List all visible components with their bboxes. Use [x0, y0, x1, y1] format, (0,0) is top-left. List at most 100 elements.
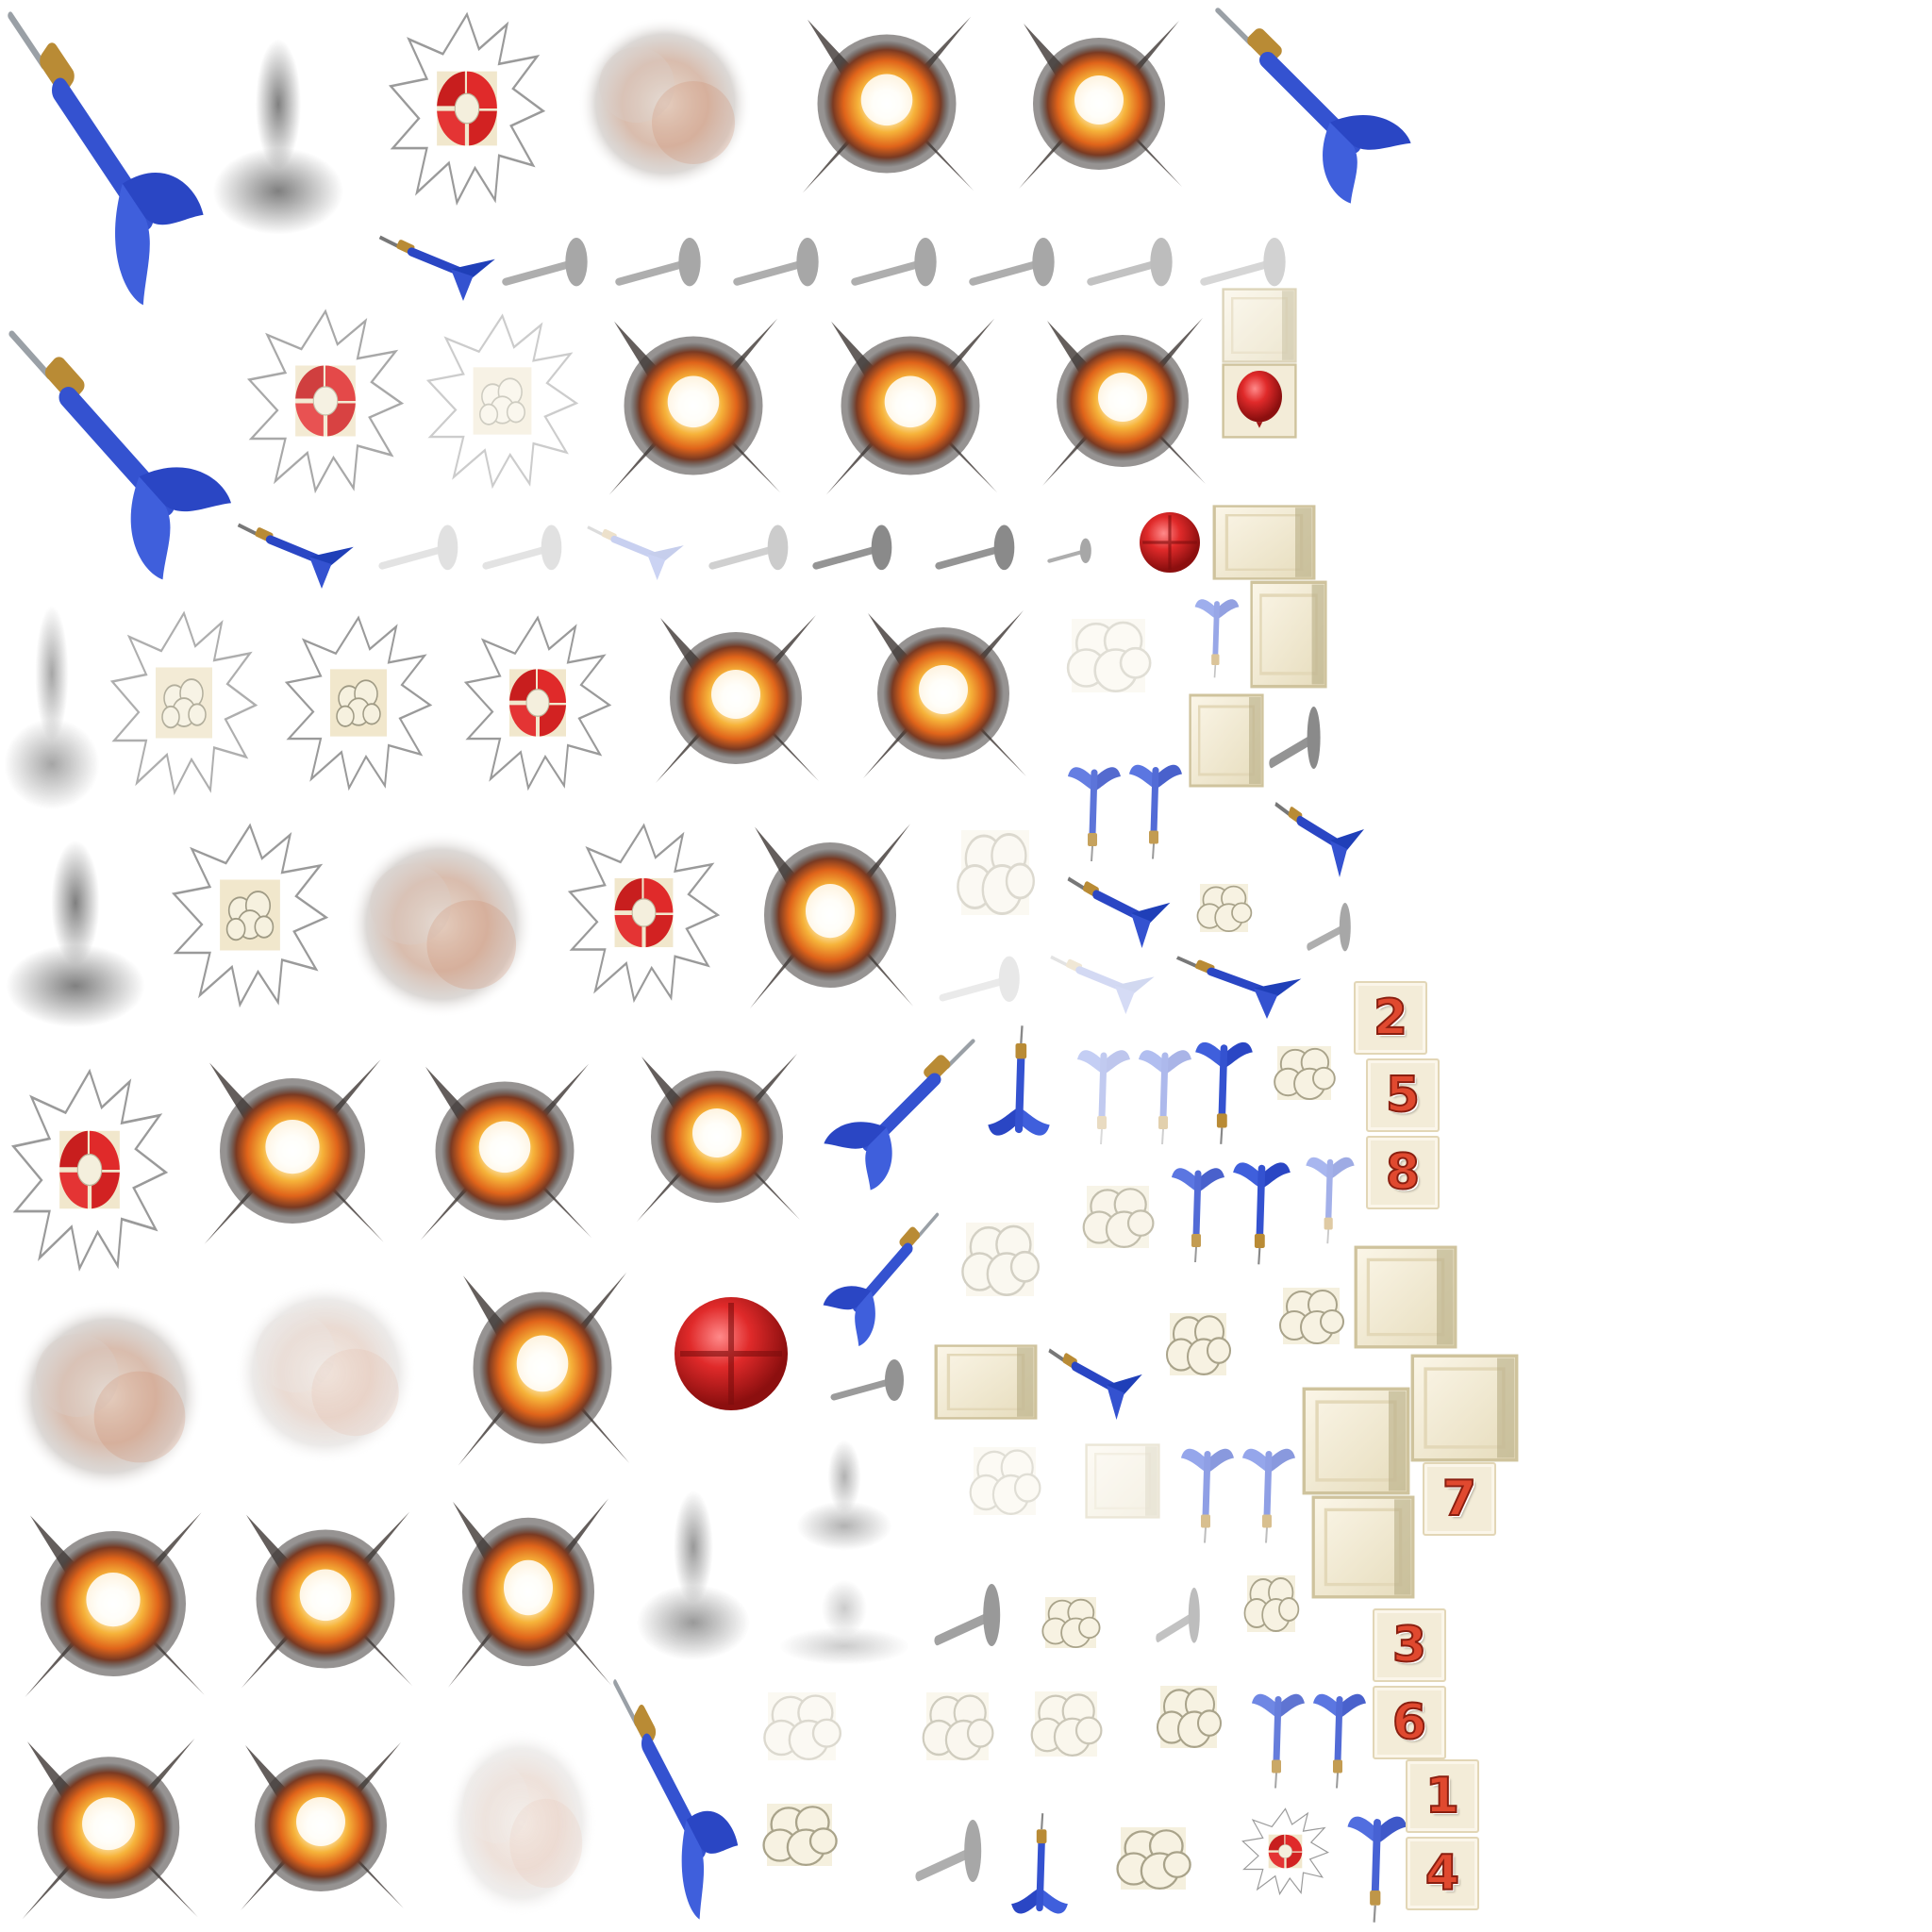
number-tile-1: 1	[1406, 1759, 1479, 1833]
dart-ghost-shadow	[792, 1434, 896, 1557]
blank-tile-icon	[1085, 1443, 1160, 1519]
dart-shadow-icon	[500, 231, 613, 297]
burst-balloon-icon	[387, 9, 547, 208]
dart-faded-icon	[585, 519, 689, 580]
popcorn-icon	[1141, 1665, 1236, 1769]
blank-tile-icon	[1354, 1245, 1457, 1349]
smoke-cloud-icon	[340, 821, 542, 1028]
number-label: 3	[1391, 1616, 1427, 1674]
dart-shadow-icon	[1156, 1580, 1212, 1656]
number-tile-5: 5	[1366, 1058, 1440, 1132]
number-label: 4	[1424, 1844, 1460, 1903]
explosion-icon	[623, 1038, 811, 1236]
dart-large-icon	[0, 0, 208, 311]
blank-tile-icon	[1212, 505, 1316, 580]
blank-tile-icon	[1250, 580, 1327, 689]
burst-balloon-icon	[9, 1066, 170, 1274]
balloon-pop-icon	[1132, 505, 1208, 580]
dart-vertical-icon	[1231, 1141, 1292, 1269]
popcorn-icon	[1264, 1269, 1358, 1363]
dart-vertical-icon	[1193, 1019, 1255, 1151]
dart-vertical-icon	[981, 1024, 1057, 1156]
popcorn-icon	[1099, 1807, 1208, 1910]
popcorn-faded-icon	[906, 1670, 1009, 1783]
number-label: 6	[1391, 1693, 1427, 1752]
dart-vertical-icon	[1344, 1797, 1410, 1924]
number-tile-4: 4	[1406, 1837, 1479, 1910]
number-tile-8: 8	[1366, 1136, 1440, 1209]
dart-ghost-shadow	[0, 594, 104, 821]
dart-ghost-shadow	[632, 1481, 755, 1670]
dart-vertical-icon	[1002, 1811, 1077, 1932]
dart-vertical-icon	[1075, 1028, 1132, 1151]
balloon-tile-icon	[1222, 363, 1297, 439]
dart-shadow-icon	[811, 519, 915, 580]
number-label: 8	[1385, 1143, 1421, 1202]
burst-popcorn-icon	[425, 311, 580, 491]
balloon-pop-icon	[660, 1283, 802, 1424]
explosion-balloon-icon	[226, 1726, 415, 1924]
dart-small-icon	[1066, 868, 1174, 948]
dart-vertical-icon	[1311, 1674, 1368, 1792]
popcorn-faded-icon	[943, 1198, 1057, 1321]
dart-shadow-icon	[1184, 585, 1250, 679]
dart-large-icon	[0, 321, 236, 585]
number-label: 5	[1385, 1066, 1421, 1124]
dart-shadow-icon	[1085, 231, 1198, 297]
burst-balloon-icon	[245, 307, 406, 495]
burst-popcorn-icon	[170, 821, 330, 1009]
number-label: 7	[1441, 1470, 1477, 1528]
smoke-cloud-icon	[226, 1274, 425, 1472]
popcorn-icon	[1151, 1292, 1245, 1396]
blank-tile-icon	[934, 1344, 1038, 1420]
dart-shadow-icon	[915, 1811, 1000, 1896]
explosion-balloon-icon	[849, 594, 1038, 792]
popcorn-icon	[1231, 1557, 1311, 1651]
explosion-icon	[594, 307, 792, 505]
number-tile-3: 3	[1373, 1608, 1446, 1682]
explosion-icon	[189, 1047, 396, 1255]
dart-small-icon	[377, 226, 500, 302]
dart-shadow-icon	[939, 948, 1042, 1014]
dart-faded-icon	[1047, 948, 1160, 1014]
popcorn-icon	[1259, 1028, 1349, 1118]
explosion-icon	[736, 811, 924, 1019]
dart-small-icon	[1174, 948, 1307, 1019]
popcorn-faded-icon	[745, 1670, 858, 1783]
dart-vertical-icon	[1137, 1028, 1193, 1151]
dart-vertical-icon	[1241, 1429, 1297, 1547]
burst-balloon-icon	[462, 613, 613, 792]
dart-shadow-icon	[481, 519, 585, 580]
popcorn-faded-icon	[1014, 1670, 1118, 1778]
explosion-balloon-icon	[434, 1486, 623, 1698]
dart-large-icon	[608, 1670, 741, 1924]
dart-small-icon	[1274, 792, 1368, 877]
dart-shadow-icon	[708, 519, 811, 580]
dart-shadow-icon	[934, 1575, 1019, 1660]
explosion-balloon-icon	[443, 1259, 641, 1476]
dart-shadow-icon	[613, 231, 726, 297]
explosion-icon	[226, 1500, 425, 1698]
dart-vertical-icon	[1179, 1429, 1236, 1547]
dart-ghost-shadow	[208, 28, 349, 245]
dart-shadow-icon	[934, 519, 1038, 580]
number-label: 2	[1373, 989, 1408, 1047]
dart-small-icon	[1047, 1340, 1146, 1420]
dart-vertical-icon	[1250, 1674, 1307, 1792]
blank-tile-icon	[1311, 1495, 1415, 1599]
explosion-icon	[788, 5, 986, 203]
dart-vertical-icon	[1127, 741, 1184, 868]
dart-shadow-icon	[1269, 698, 1335, 783]
explosion-icon	[406, 1047, 604, 1255]
dart-shadow-icon	[849, 231, 962, 297]
dart-shadow-icon	[967, 231, 1080, 297]
blank-tile-icon	[1302, 1387, 1410, 1495]
burst-balloon-icon	[1241, 1807, 1330, 1896]
burst-popcorn-icon	[283, 613, 434, 792]
number-tile-7: 7	[1423, 1462, 1496, 1536]
explosion-icon	[1005, 5, 1193, 203]
explosion-icon	[1028, 307, 1217, 495]
dart-ghost-shadow	[0, 830, 151, 1038]
smoke-cloud-icon	[439, 1722, 604, 1924]
blank-tile-icon	[1189, 693, 1264, 788]
